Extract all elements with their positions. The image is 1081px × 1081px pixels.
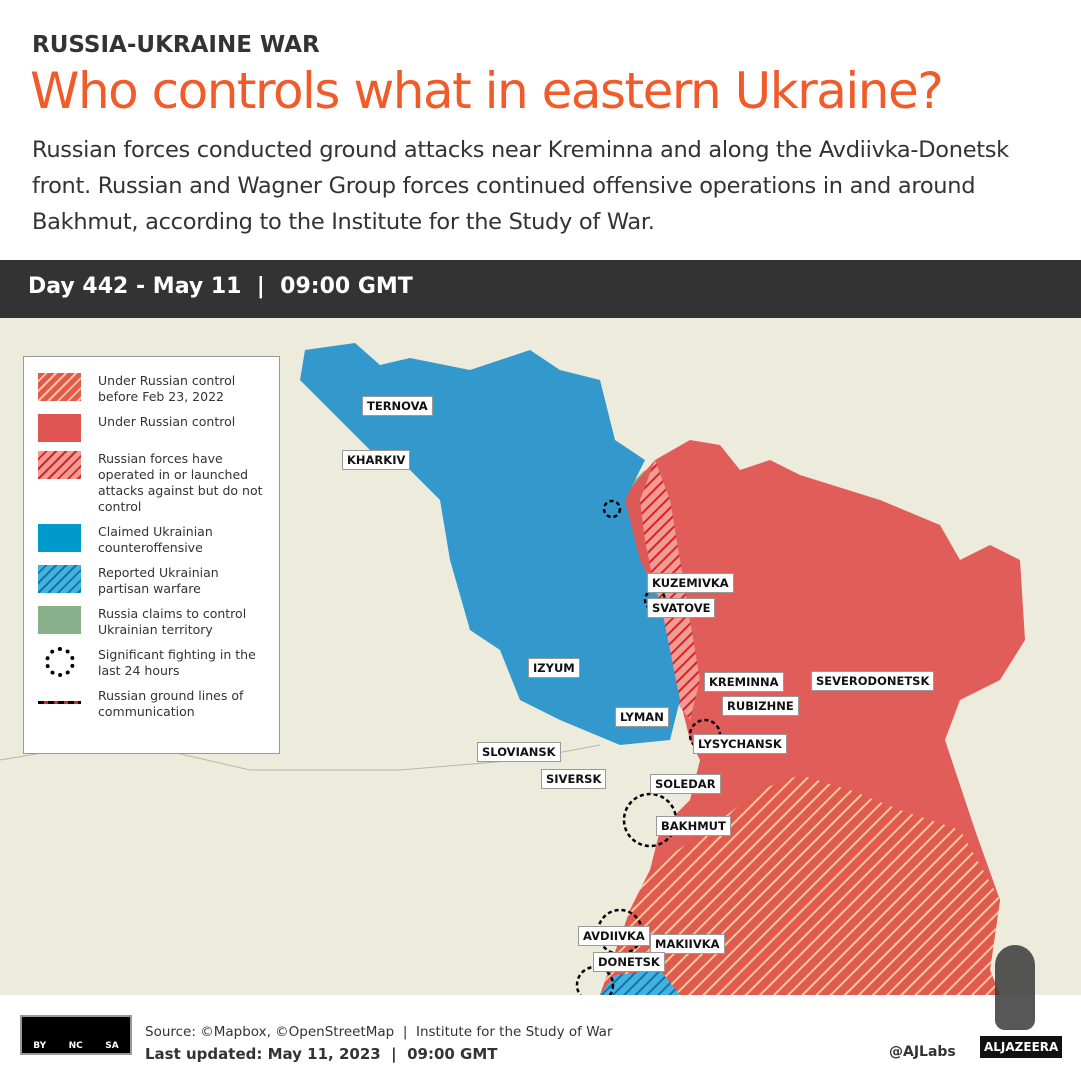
creative-commons-icon: BY NC SA xyxy=(20,1015,132,1055)
subtitle: Russian forces conducted ground attacks … xyxy=(32,137,1009,235)
red-black-dashed-line-icon xyxy=(38,688,81,716)
label-kharkiv: KHARKIV xyxy=(342,450,411,470)
map-legend: Under Russian control before Feb 23, 202… xyxy=(23,356,280,754)
label-sloviansk: SLOVIANSK xyxy=(477,742,561,762)
label-avdiivka: AVDIIVKA xyxy=(578,926,650,946)
fighting-circle-icon xyxy=(602,499,622,519)
partisan-warfare-area xyxy=(600,970,680,995)
label-ternova: TERNOVA xyxy=(362,396,433,416)
label-kuzemivka: KUZEMIVKA xyxy=(647,573,734,593)
blue-swatch xyxy=(38,524,81,552)
hatched-orange-swatch xyxy=(38,373,81,401)
label-lyman: LYMAN xyxy=(615,707,669,727)
legend-label: Under Russian control xyxy=(98,414,236,429)
kicker: RUSSIA-UKRAINE WAR xyxy=(32,32,320,58)
label-rubizhne: RUBIZHNE xyxy=(722,696,799,716)
legend-label: Reported Ukrainian partisan warfare xyxy=(98,565,219,596)
ukrainian-counteroffensive-area xyxy=(300,343,680,745)
legend-item: Russia claims to control Ukrainian terri… xyxy=(38,606,265,638)
legend-item: Claimed Ukrainian counteroffensive xyxy=(38,524,265,556)
page-title: Who controls what in eastern Ukraine? xyxy=(30,62,944,120)
label-svatove: SVATOVE xyxy=(647,598,716,618)
label-lysychansk: LYSYCHANSK xyxy=(693,734,787,754)
label-severodonetsk: SEVERODONETSK xyxy=(811,671,935,691)
legend-item: Reported Ukrainian partisan warfare xyxy=(38,565,265,597)
label-makiivka: MAKIIVKA xyxy=(650,934,725,954)
label-soledar: SOLEDAR xyxy=(650,774,721,794)
red-swatch xyxy=(38,414,81,442)
green-swatch xyxy=(38,606,81,634)
footer: BY NC SA Source: ©Mapbox, ©OpenStreetMap |… xyxy=(0,945,1081,1081)
dashed-circle-icon xyxy=(38,647,81,677)
legend-item: Russian ground lines of communication xyxy=(38,688,265,720)
legend-item: Under Russian control before Feb 23, 202… xyxy=(38,373,265,405)
legend-label: Russian ground lines of communication xyxy=(98,688,244,719)
legend-item: Significant fighting in the last 24 hour… xyxy=(38,647,265,679)
last-updated: Last updated: May 11, 2023 | 09:00 GMT xyxy=(145,1045,498,1063)
legend-item: Under Russian control xyxy=(38,414,265,442)
source-text: Source: ©Mapbox, ©OpenStreetMap | Instit… xyxy=(145,1024,613,1040)
label-siversk: SIVERSK xyxy=(541,769,607,789)
legend-label: Russia claims to control Ukrainian terri… xyxy=(98,606,247,637)
label-kreminna: KREMINNA xyxy=(704,672,784,692)
hatched-blue-swatch xyxy=(38,565,81,593)
label-donetsk: DONETSK xyxy=(593,952,665,972)
aljazeera-logo: ALJAZEERA xyxy=(980,1036,1063,1058)
hatched-red-swatch xyxy=(38,451,81,479)
aljazeera-calligraphy-logo-icon xyxy=(995,945,1035,1030)
legend-item: Russian forces have operated in or launc… xyxy=(38,451,265,515)
day-bar: Day 442 - May 11 | 09:00 GMT xyxy=(0,260,1081,318)
map: TERNOVA KHARKIV KUZEMIVKA SVATOVE IZYUM … xyxy=(0,318,1081,995)
legend-label: Russian forces have operated in or launc… xyxy=(98,451,263,514)
legend-label: Under Russian control before Feb 23, 202… xyxy=(98,373,236,404)
legend-label: Claimed Ukrainian counteroffensive xyxy=(98,524,213,555)
legend-label: Significant fighting in the last 24 hour… xyxy=(98,647,256,678)
ajlabs-handle: @AJLabs xyxy=(889,1044,956,1060)
label-izyum: IZYUM xyxy=(528,658,580,678)
label-bakhmut: BAKHMUT xyxy=(656,816,731,836)
